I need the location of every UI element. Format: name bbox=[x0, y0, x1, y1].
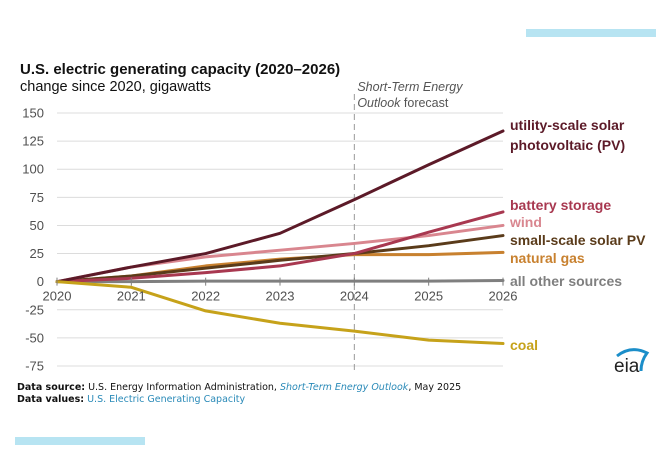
chart-subtitle: change since 2020, gigawatts bbox=[20, 79, 212, 95]
x-tick-label: 2023 bbox=[266, 289, 295, 304]
chart-title: U.S. electric generating capacity (2020–… bbox=[20, 61, 341, 78]
decorative-top-bar bbox=[526, 29, 656, 37]
series-label-wind: wind bbox=[509, 214, 542, 230]
source-tail: , May 2025 bbox=[408, 382, 462, 393]
series-label-small-scale-solar-pv: small-scale solar PV bbox=[510, 232, 646, 248]
series-label-natural-gas: natural gas bbox=[510, 250, 585, 266]
y-tick-label: 100 bbox=[22, 162, 44, 177]
source-link[interactable]: Short-Term Energy Outlook bbox=[279, 382, 409, 393]
series-line-utility-scale-solar-photovoltaic-pv- bbox=[55, 129, 505, 284]
values-label: Data values: bbox=[17, 394, 85, 405]
source-text: U.S. Energy Information Administration, bbox=[85, 382, 280, 393]
forecast-label-line1: Short-Term Energy bbox=[357, 80, 463, 94]
x-tick-label: 2026 bbox=[489, 289, 518, 304]
decorative-bottom-bar bbox=[15, 437, 145, 445]
x-tick-label: 2025 bbox=[414, 289, 443, 304]
y-tick-label: 0 bbox=[37, 274, 44, 289]
y-axis-ticks: 150 125 100 75 50 25 0 -25 -50 -75 bbox=[22, 106, 44, 374]
series-lines bbox=[55, 129, 505, 346]
x-tick-label: 2021 bbox=[117, 289, 146, 304]
source-label: Data source: bbox=[17, 382, 86, 393]
series-label-coal: coal bbox=[510, 337, 538, 353]
y-tick-label: -75 bbox=[25, 359, 44, 374]
series-line-small-scale-solar-pv bbox=[55, 234, 505, 284]
eia-logo-arc-icon bbox=[616, 348, 650, 372]
eia-logo: eia bbox=[614, 348, 650, 375]
footer-source: Data source: U.S. Energy Information Adm… bbox=[17, 382, 461, 393]
x-axis: 2020 2021 2022 2023 2024 2025 2026 bbox=[43, 277, 518, 304]
y-tick-label: -25 bbox=[25, 302, 44, 317]
y-tick-label: 75 bbox=[30, 190, 44, 205]
y-tick-label: 50 bbox=[30, 218, 44, 233]
series-label-battery-storage: battery storage bbox=[510, 197, 611, 213]
x-tick-label: 2020 bbox=[43, 289, 72, 304]
gridlines bbox=[57, 112, 503, 367]
x-tick-label: 2022 bbox=[191, 289, 220, 304]
series-label-utility-scale-solar-photovoltaic-pv-: utility-scale solar bbox=[510, 117, 625, 133]
y-tick-label: 25 bbox=[30, 246, 44, 261]
series-label-utility-scale-solar-photovoltaic-pv-: photovoltaic (PV) bbox=[510, 137, 625, 153]
series-line-battery-storage bbox=[55, 210, 505, 284]
forecast-label-line2: Outlook forecast bbox=[357, 96, 449, 110]
series-label-all-other-sources: all other sources bbox=[510, 273, 622, 289]
footer-values: Data values: U.S. Electric Generating Ca… bbox=[17, 394, 245, 405]
eia-logo-text: eia bbox=[614, 356, 640, 375]
x-tick-label: 2024 bbox=[340, 289, 369, 304]
values-link[interactable]: U.S. Electric Generating Capacity bbox=[84, 394, 246, 405]
series-labels: all other sources natural gas small-scale … bbox=[509, 117, 646, 353]
y-tick-label: -50 bbox=[25, 330, 44, 345]
y-tick-label: 125 bbox=[22, 134, 44, 149]
series-line-coal bbox=[55, 280, 505, 346]
y-tick-label: 150 bbox=[22, 106, 44, 121]
